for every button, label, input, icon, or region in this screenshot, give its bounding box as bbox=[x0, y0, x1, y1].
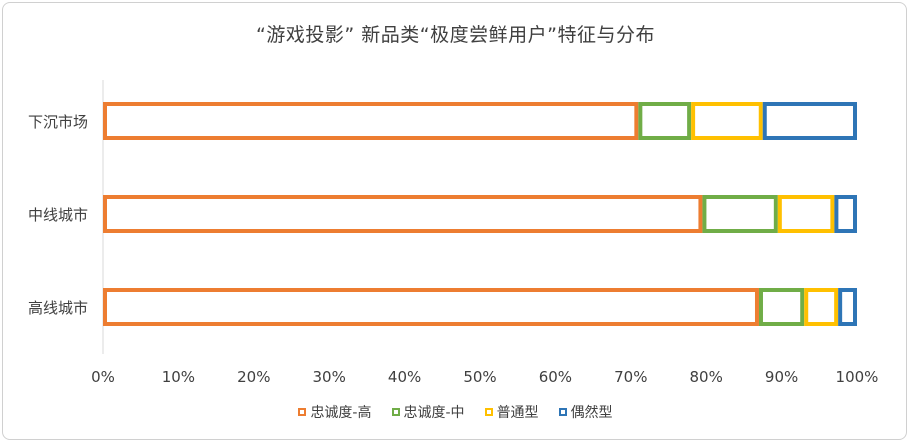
legend-label: 偶然型 bbox=[570, 405, 613, 421]
legend-label: 忠诚度-中 bbox=[403, 405, 465, 421]
chart-title: “游戏投影” 新品类“极度尝鲜用户”特征与分布 bbox=[256, 24, 655, 46]
category-label: 高线城市 bbox=[28, 299, 88, 317]
bar-segment bbox=[103, 195, 703, 233]
x-tick-label: 40% bbox=[388, 368, 421, 386]
bar-segment bbox=[638, 102, 692, 140]
bar-segment bbox=[103, 102, 639, 140]
legend-item: 偶然型 bbox=[558, 402, 613, 422]
x-tick-label: 90% bbox=[765, 368, 798, 386]
legend-item: 忠诚度-高 bbox=[298, 402, 372, 422]
x-tick-label: 50% bbox=[463, 368, 496, 386]
bar-segment bbox=[702, 195, 778, 233]
x-tick-label: 0% bbox=[91, 368, 115, 386]
category-label: 中线城市 bbox=[28, 206, 88, 224]
x-tick-label: 80% bbox=[690, 368, 723, 386]
bar-segment bbox=[758, 288, 805, 326]
legend-swatch bbox=[391, 408, 400, 416]
x-tick-label: 100% bbox=[836, 368, 879, 386]
x-tick-label: 30% bbox=[313, 368, 346, 386]
legend-item: 忠诚度-中 bbox=[391, 402, 465, 422]
bar-segment bbox=[838, 288, 858, 326]
chart-legend: 忠诚度-高 忠诚度-中 普通型 偶然型 bbox=[0, 402, 911, 422]
legend-item: 普通型 bbox=[484, 402, 539, 422]
x-tick-label: 10% bbox=[162, 368, 195, 386]
category-label: 下沉市场 bbox=[28, 113, 88, 131]
bar-segment bbox=[762, 102, 857, 140]
legend-swatch bbox=[484, 408, 493, 416]
legend-swatch bbox=[298, 408, 307, 416]
legend-label: 忠诚度-高 bbox=[310, 405, 372, 421]
bar-segment bbox=[777, 195, 835, 233]
bar-segment bbox=[691, 102, 763, 140]
bar-segment bbox=[804, 288, 839, 326]
x-tick-label: 70% bbox=[614, 368, 647, 386]
x-tick-label: 20% bbox=[237, 368, 270, 386]
bar-segment bbox=[834, 195, 858, 233]
legend-swatch bbox=[558, 408, 567, 416]
x-tick-label: 60% bbox=[539, 368, 572, 386]
legend-label: 普通型 bbox=[496, 405, 539, 421]
bar-segment bbox=[103, 288, 759, 326]
